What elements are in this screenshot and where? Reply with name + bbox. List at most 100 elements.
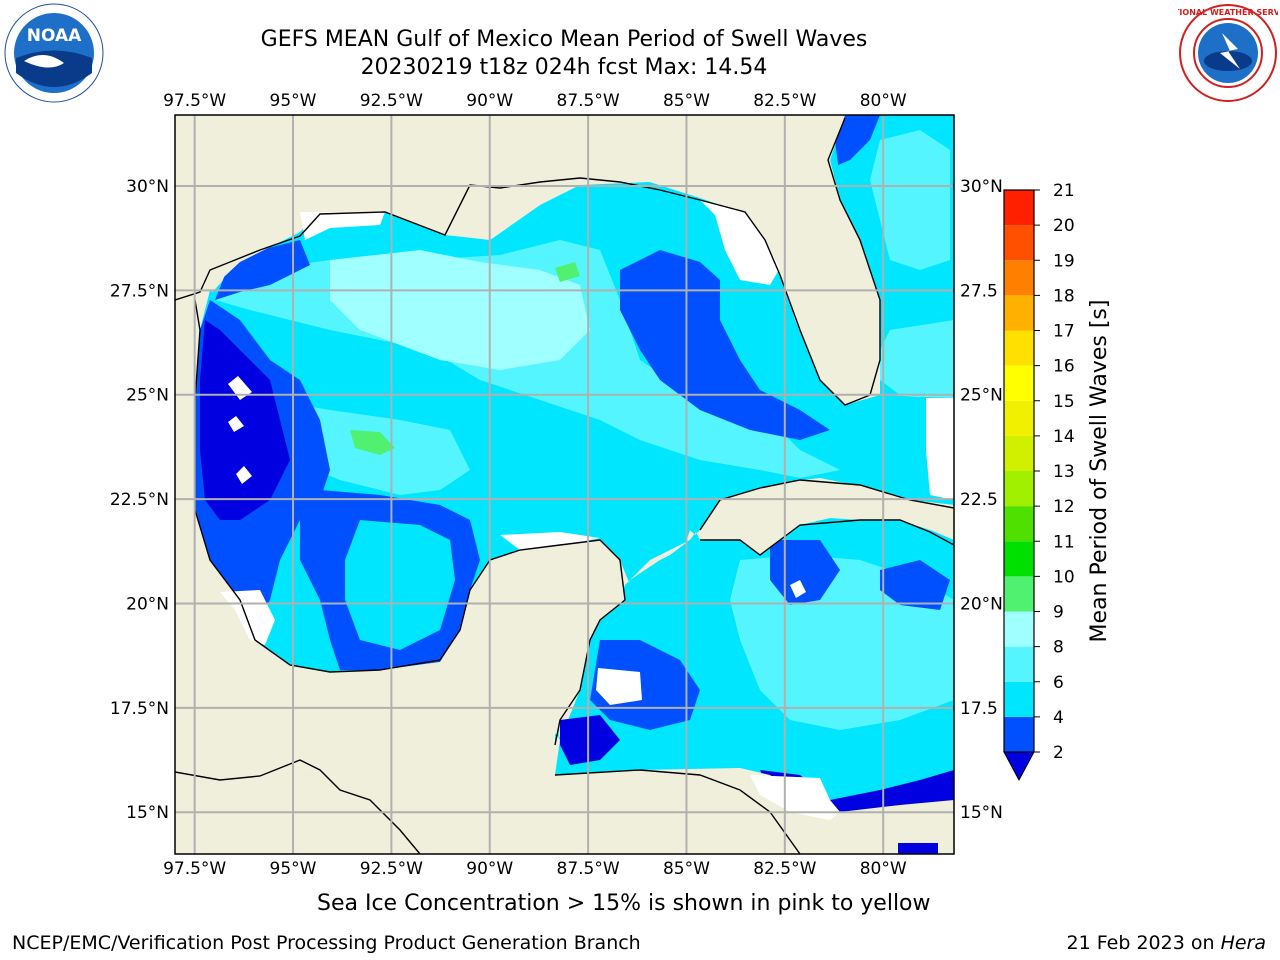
latitude-labels-left: 30°N 27.5°N 25°N 22.5°N 20°N 17.5°N 15°N (110, 177, 169, 823)
colorbar-segment (1004, 260, 1034, 296)
lon-tick-label-top: 97.5°W (163, 91, 226, 111)
caribbean-blue-2 (770, 540, 840, 605)
caribbean-blue-3 (880, 560, 950, 610)
lon-tick-label-bottom: 95°W (270, 859, 317, 879)
colorbar-segment (1004, 576, 1034, 612)
colorbar-tick-label: 21 (1053, 181, 1075, 201)
bahamas-field (880, 320, 954, 398)
caribbean-deep-1 (560, 715, 620, 765)
lon-tick-label-bottom: 80°W (860, 859, 907, 879)
white-gap-1 (596, 668, 642, 705)
lon-tick-label-top: 90°W (466, 91, 513, 111)
colorbar-tick-label: 4 (1053, 708, 1064, 728)
lon-tick-label-bottom: 87.5°W (557, 859, 620, 879)
north-gulf-blue (215, 240, 310, 300)
colorbar-tick-label: 2 (1053, 743, 1064, 763)
white-notch-3 (236, 466, 252, 484)
lat-tick-label-left: 15°N (126, 803, 169, 823)
colorbar-segment (1004, 295, 1034, 331)
longitude-labels-bottom: 97.5°W 95°W 92.5°W 90°W 87.5°W 85°W 82.5°W 80°W (163, 859, 907, 879)
lat-tick-label-left: 25°N (126, 386, 169, 406)
lat-tick-label-left: 20°N (126, 594, 169, 614)
graticule (175, 115, 954, 854)
map-frame (174, 114, 955, 855)
lon-tick-label-bottom: 97.5°W (163, 859, 226, 879)
lat-tick-label-left: 30°N (126, 177, 169, 197)
colorbar-tick-label: 9 (1053, 603, 1064, 623)
yucatan-land (175, 540, 625, 854)
lon-tick-label-top: 85°W (663, 91, 710, 111)
colorbar-tick-label: 14 (1053, 427, 1075, 447)
lon-tick-label-top: 82.5°W (753, 91, 816, 111)
lat-tick-label-right: 17.5 (960, 699, 998, 719)
colorbar-tick-label: 8 (1053, 638, 1064, 658)
sea-ice-note: Sea Ice Concentration > 15% is shown in … (317, 891, 931, 916)
colorbar-segment (1004, 471, 1034, 507)
svg-text:NATIONAL WEATHER SERVICE: NATIONAL WEATHER SERVICE (1178, 8, 1278, 17)
florida-land (540, 115, 880, 405)
bay-campeche-cyan (345, 520, 455, 650)
colorbar-tick-label: 20 (1053, 216, 1075, 236)
lat-tick-label-right: 15°N (960, 803, 1003, 823)
colorbar-tick-label: 11 (1053, 532, 1075, 552)
central-lighter-patch (330, 250, 590, 370)
colorbar-tick-label: 6 (1053, 673, 1064, 693)
lat-tick-label-right: 25°N (960, 386, 1003, 406)
colorbar-label: Mean Period of Swell Waves [s] (1087, 300, 1112, 643)
green-patch-2 (555, 262, 580, 282)
white-notch-2 (228, 416, 244, 432)
host-name: Hera (1220, 932, 1266, 954)
colorbar-segment (1004, 611, 1034, 647)
atlantic-light (870, 130, 950, 270)
green-patch-1 (350, 430, 395, 455)
colorbar-tick-label: 15 (1053, 392, 1075, 412)
colorbar: 2 4 6 8 9 10 11 12 13 14 15 16 17 18 19 20 21 (1003, 181, 1075, 782)
colorbar-tick-label: 19 (1053, 251, 1075, 271)
colorbar-segment (1004, 225, 1034, 261)
deep-bottom (898, 843, 938, 854)
date-stamp: 21 Feb 2023 on Hera (1067, 932, 1266, 954)
western-deep-blue (200, 320, 290, 520)
nws-logo-icon: NATIONAL WEATHER SERVICE (1178, 4, 1278, 102)
colorbar-segment (1004, 716, 1034, 752)
colorbar-tick-label: 18 (1053, 286, 1075, 306)
colorbar-segment (1004, 330, 1034, 366)
colorbar-segment (1004, 646, 1034, 682)
colorbar-segment (1004, 190, 1034, 226)
colorbar-segment (1004, 435, 1034, 471)
colorbar-tick-label: 16 (1053, 357, 1075, 377)
eastern-gulf-blue (620, 250, 830, 440)
colorbar-extend (1003, 751, 1035, 782)
map-title: GEFS MEAN Gulf of Mexico Mean Period of … (260, 27, 868, 52)
lon-tick-label-top: 80°W (860, 91, 907, 111)
colorbar-segment (1004, 681, 1034, 717)
atlantic-blue-edge (835, 115, 880, 165)
lon-tick-label-bottom: 92.5°W (360, 859, 423, 879)
latitude-labels-right: 30°N 27.5 25°N 22.5 20°N 17.5 15°N (960, 177, 1003, 823)
white-gap-2 (790, 580, 806, 598)
lat-tick-label-left: 27.5°N (110, 281, 169, 301)
colorbar-tick-label: 10 (1053, 567, 1075, 587)
lat-tick-label-right: 27.5 (960, 281, 998, 301)
colorbar-segment (1004, 506, 1034, 542)
lon-tick-label-top: 95°W (270, 91, 317, 111)
lat-tick-label-left: 17.5°N (110, 699, 169, 719)
lat-tick-label-right: 20°N (960, 594, 1003, 614)
credit-text: NCEP/EMC/Verification Post Processing Pr… (12, 932, 641, 954)
colorbar-segment (1004, 541, 1034, 577)
longitude-labels-top: 97.5°W 95°W 92.5°W 90°W 87.5°W 85°W 82.5°W 80°W (163, 91, 907, 111)
map-plot-area (175, 115, 954, 854)
lon-tick-label-bottom: 90°W (466, 859, 513, 879)
lat-tick-label-left: 22.5°N (110, 490, 169, 510)
us-gulf-coast-land (175, 115, 555, 854)
lon-tick-label-top: 87.5°W (557, 91, 620, 111)
colorbar-segment (1004, 365, 1034, 401)
colorbar-segment (1004, 400, 1034, 436)
lon-tick-label-bottom: 82.5°W (753, 859, 816, 879)
lon-tick-label-bottom: 85°W (663, 859, 710, 879)
lat-tick-label-right: 30°N (960, 177, 1003, 197)
lon-tick-label-top: 92.5°W (360, 91, 423, 111)
colorbar-tick-label: 12 (1053, 497, 1075, 517)
colorbar-tick-label: 13 (1053, 462, 1075, 482)
